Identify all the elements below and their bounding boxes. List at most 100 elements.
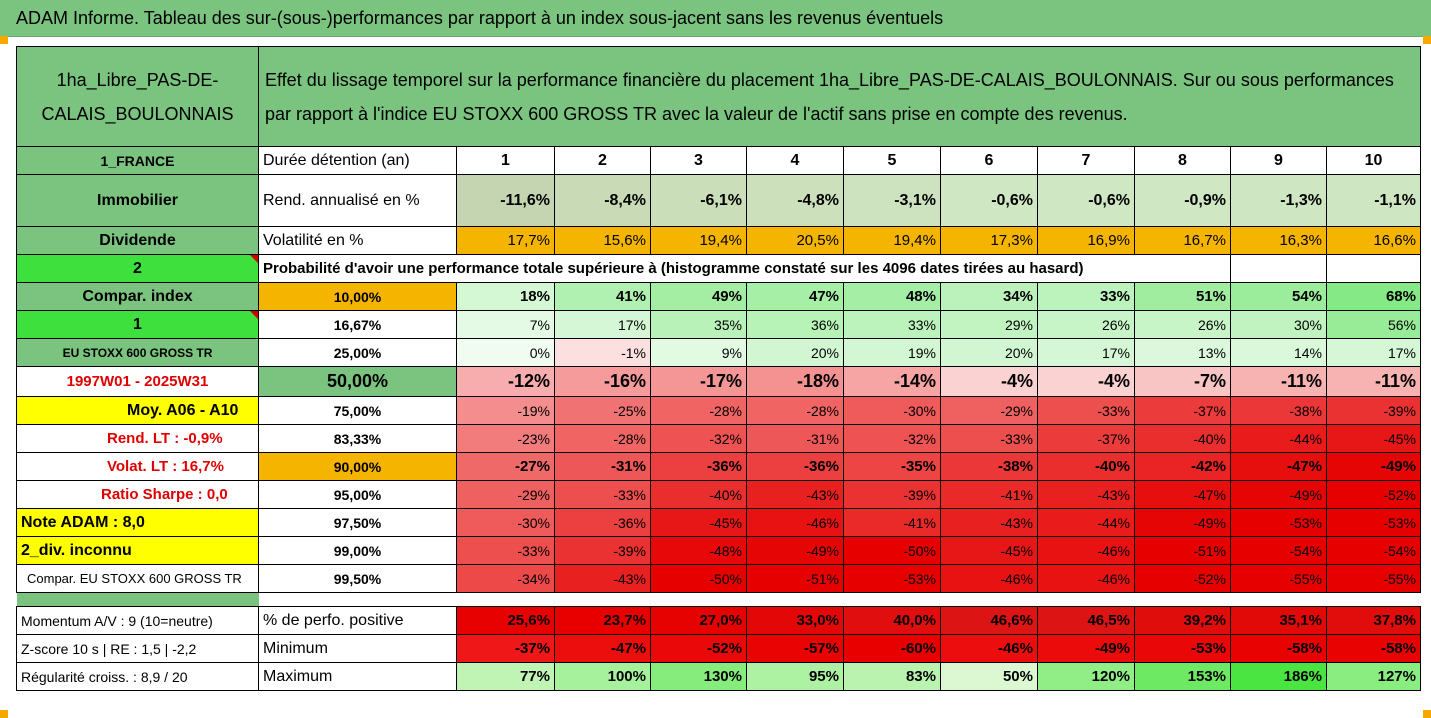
row-label: EU STOXX 600 GROSS TR — [16, 338, 259, 367]
stat-value: -58% — [1230, 634, 1327, 663]
vol-value: 17,7% — [456, 226, 555, 255]
prob-value: 41% — [554, 282, 651, 311]
prob-value: 26% — [1037, 310, 1135, 339]
prob-value: -42% — [1134, 452, 1231, 481]
description: Effet du lissage temporel sur la perform… — [258, 46, 1421, 147]
stat-value: 83% — [843, 662, 941, 691]
row-label: Volat. LT : 16,7% — [16, 452, 259, 481]
percentile-cell: 99,00% — [258, 536, 457, 565]
vol-value: 19,4% — [650, 226, 747, 255]
stat-name: Maximum — [258, 662, 457, 691]
prob-value: -50% — [650, 564, 747, 593]
prob-value: 14% — [1230, 338, 1327, 367]
prob-value: 20% — [746, 338, 844, 367]
year-header: 9 — [1230, 146, 1327, 175]
prob-value: 33% — [1037, 282, 1135, 311]
prob-value: -31% — [746, 424, 844, 453]
prob-value: -7% — [1134, 366, 1231, 397]
prob-value: -53% — [1326, 508, 1421, 537]
prob-value: -49% — [1230, 480, 1327, 509]
vol-value: 17,3% — [940, 226, 1038, 255]
stat-value: 50% — [940, 662, 1038, 691]
year-header: 4 — [746, 146, 844, 175]
prob-value: -41% — [843, 508, 941, 537]
prob-value: -36% — [746, 452, 844, 481]
rend-value: -11,6% — [456, 174, 555, 227]
prob-value: 56% — [1326, 310, 1421, 339]
prob-value: -40% — [650, 480, 747, 509]
percentile-cell: 75,00% — [258, 396, 457, 425]
prob-value: -30% — [456, 508, 555, 537]
stat-value: 186% — [1230, 662, 1327, 691]
corner-marker — [0, 710, 8, 718]
vol-value: 16,3% — [1230, 226, 1327, 255]
prob-value: -31% — [554, 452, 651, 481]
percentile-cell: 95,00% — [258, 480, 457, 509]
rend-value: -0,9% — [1134, 174, 1231, 227]
prob-value: -55% — [1230, 564, 1327, 593]
stat-value: -57% — [746, 634, 844, 663]
row-label: Ratio Sharpe : 0,0 — [16, 480, 259, 509]
prob-value: -44% — [1230, 424, 1327, 453]
row-label: Moy. A06 - A10 — [16, 396, 259, 425]
table-row: Immobilier Rend. annualisé en % -11,6% -8,4… — [16, 174, 1421, 227]
prob-value: -32% — [843, 424, 941, 453]
prob-value: 35% — [650, 310, 747, 339]
vol-label: Volatilité en % — [258, 226, 457, 255]
prob-value: 33% — [843, 310, 941, 339]
title-bar: ADAM Informe. Tableau des sur-(sous-)per… — [0, 0, 1431, 37]
prob-value: -16% — [554, 366, 651, 397]
corner-marker — [1423, 36, 1431, 44]
prob-value: -46% — [1037, 564, 1135, 593]
prob-value: -45% — [940, 536, 1038, 565]
stat-name: Minimum — [258, 634, 457, 663]
prob-number: 2 — [16, 254, 259, 283]
table-row: EU STOXX 600 GROSS TR 25,00% 0% -1% 9% 20% 19%… — [16, 338, 1421, 367]
table-row: 2 Probabilité d'avoir une performance tot… — [16, 254, 1421, 283]
table-row: Momentum A/V : 9 (10=neutre)% de perfo. … — [16, 606, 1421, 635]
prob-value: -53% — [843, 564, 941, 593]
percentile-cell: 25,00% — [258, 338, 457, 367]
prob-value: -49% — [1134, 508, 1231, 537]
dividend-label: Dividende — [16, 226, 259, 255]
row-label: 1997W01 - 2025W31 — [16, 366, 259, 397]
prob-value: -50% — [843, 536, 941, 565]
vol-value: 16,6% — [1326, 226, 1421, 255]
prob-value: -39% — [1326, 396, 1421, 425]
table-row: 1997W01 - 2025W31 50,00% -12% -16% -17% -18% -… — [16, 366, 1421, 397]
stat-value: -58% — [1326, 634, 1421, 663]
prob-value: -54% — [1326, 536, 1421, 565]
prob-label: Probabilité d'avoir une performance tota… — [258, 254, 1231, 283]
year-header: 3 — [650, 146, 747, 175]
rend-value: -3,1% — [843, 174, 941, 227]
stat-value: -37% — [456, 634, 555, 663]
prob-value: 7% — [456, 310, 555, 339]
prob-value: 17% — [554, 310, 651, 339]
year-header: 7 — [1037, 146, 1135, 175]
prob-value: -32% — [650, 424, 747, 453]
stat-value: 37,8% — [1326, 606, 1421, 635]
row-label: 2_div. inconnu — [16, 536, 259, 565]
vol-value: 16,7% — [1134, 226, 1231, 255]
year-header: 6 — [940, 146, 1038, 175]
rend-value: -0,6% — [940, 174, 1038, 227]
prob-value: 0% — [456, 338, 555, 367]
prob-value: 48% — [843, 282, 941, 311]
prob-value: -14% — [843, 366, 941, 397]
stat-value: -52% — [650, 634, 747, 663]
row-label: Rend. LT : -0,9% — [16, 424, 259, 453]
prob-value: -49% — [746, 536, 844, 565]
row-label: Compar. index — [16, 282, 259, 311]
vol-value: 15,6% — [554, 226, 651, 255]
prob-value: -48% — [650, 536, 747, 565]
prob-value: -40% — [1037, 452, 1135, 481]
performance-table: 1ha_Libre_PAS-DE-CALAIS_BOULONNAIS Effet … — [16, 46, 1421, 691]
stat-value: 33,0% — [746, 606, 844, 635]
prob-value: -51% — [746, 564, 844, 593]
percentile-cell: 83,33% — [258, 424, 457, 453]
prob-value: 19% — [843, 338, 941, 367]
table-row: Compar. index 10,00% 18% 41% 49% 47% 48% 34% 33%… — [16, 282, 1421, 311]
stat-label: Momentum A/V : 9 (10=neutre) — [16, 606, 259, 635]
prob-value: -29% — [940, 396, 1038, 425]
prob-value: 13% — [1134, 338, 1231, 367]
